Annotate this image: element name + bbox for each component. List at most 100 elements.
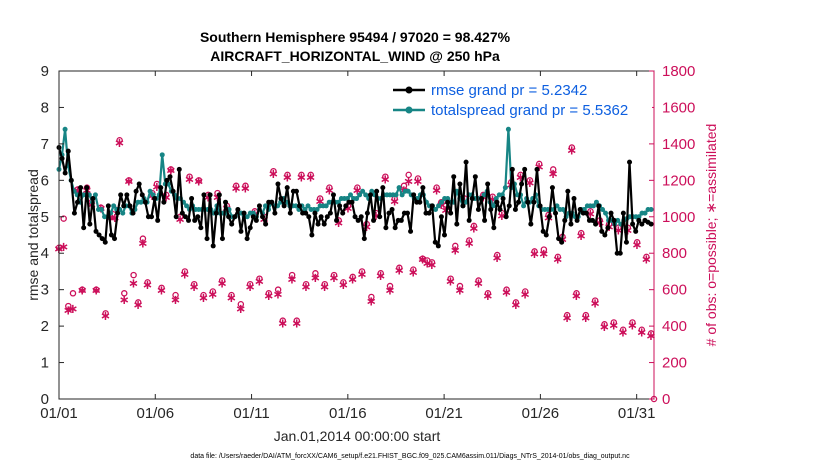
rmse-point	[321, 221, 327, 227]
rmse-point	[503, 214, 509, 220]
obs-possible-point	[521, 288, 529, 295]
obs-assimilated-point: ∗	[68, 302, 79, 317]
chart-subtitle: AIRCRAFT_HORIZONTAL_WIND @ 250 hPa	[210, 48, 500, 64]
rmse-point	[525, 199, 531, 205]
rmse-point	[432, 239, 438, 245]
obs-assimilated-point: ∗	[646, 329, 657, 344]
obs-assimilated-point: ∗	[142, 278, 153, 293]
obs-assimilated-point: ∗	[496, 209, 507, 224]
rmse-point	[139, 192, 145, 198]
obs-assimilated-point: ∗	[310, 271, 321, 286]
obs-assimilated-point: ∗	[371, 209, 382, 224]
series-layer	[56, 126, 654, 256]
obs-possible-point	[433, 184, 440, 191]
obs-possible-point	[396, 264, 403, 272]
rmse-point	[522, 166, 528, 172]
obs-possible-point	[65, 302, 72, 310]
plot-area	[59, 71, 654, 399]
spread-point	[250, 210, 256, 216]
obs-assimilated-point: ∗	[296, 171, 307, 186]
obs-possible-point	[601, 321, 608, 328]
rmse-point	[506, 203, 512, 209]
rmse-point	[142, 199, 148, 205]
rmse-point	[352, 214, 358, 220]
rmse-point	[349, 199, 355, 205]
y-tick-label: 4	[41, 245, 49, 262]
obs-possible-point	[577, 229, 585, 237]
rmse-point	[115, 210, 121, 216]
obs-possible-point	[312, 270, 319, 277]
obs-possible-point	[139, 235, 147, 242]
obs-assimilated-point: ∗	[287, 273, 298, 288]
rmse-point	[608, 210, 614, 216]
obs-possible-point	[121, 290, 128, 297]
rmse-point	[272, 210, 278, 216]
rmse-point	[247, 225, 253, 231]
x-tick-label: 01/21	[425, 405, 463, 422]
obs-assimilated-point: ∗	[277, 316, 288, 331]
rmse-point	[605, 225, 611, 231]
spread-point	[99, 206, 105, 212]
x-tick-label: 01/31	[618, 405, 656, 422]
y2-tick-label: 1400	[662, 136, 695, 153]
rmse-point	[599, 228, 605, 234]
rmse-point	[386, 210, 392, 216]
obs-possible-point	[256, 275, 263, 282]
obs-assimilated-point: ∗	[184, 173, 195, 188]
obs-possible-point	[265, 290, 273, 297]
rmse-point	[327, 210, 333, 216]
rmse-point	[263, 221, 269, 227]
obs-possible-point	[218, 277, 226, 284]
spread-point	[393, 192, 399, 198]
rmse-point	[158, 185, 164, 191]
rmse-point	[590, 217, 596, 223]
obs-assimilated-point: ∗	[235, 302, 246, 317]
obs-possible-point	[284, 171, 291, 179]
rmse-point	[562, 217, 568, 223]
obs-assimilated-point: ∗	[175, 213, 186, 228]
rmse-point	[201, 192, 207, 198]
obs-assimilated-point: ∗	[212, 191, 223, 206]
y2-tick-label: 1800	[662, 63, 695, 80]
x-tick-label: 01/11	[233, 405, 269, 422]
rmse-point	[466, 217, 472, 223]
y-tick-label: 3	[41, 282, 49, 299]
rmse-point	[627, 159, 633, 165]
spread-point	[120, 210, 126, 216]
rmse-point	[297, 203, 303, 209]
obs-possible-point	[130, 271, 137, 279]
spread-point	[560, 206, 566, 212]
obs-assimilated-point: ∗	[109, 211, 120, 226]
obs-possible-point	[186, 173, 193, 180]
y-tick-label: 6	[41, 172, 49, 189]
obs-possible-point	[69, 290, 77, 297]
obs-possible-point	[237, 300, 245, 308]
obs-assimilated-point: ∗	[263, 289, 274, 304]
rmse-point	[374, 188, 380, 194]
obs-assimilated-point: ∗	[427, 258, 438, 273]
obs-assimilated-point: ∗	[240, 182, 251, 197]
obs-possible-point	[326, 184, 333, 191]
obs-possible-point	[428, 259, 436, 266]
rmse-point	[96, 232, 102, 238]
y-tick-label: 1	[41, 355, 49, 372]
rmse-point	[90, 196, 96, 202]
rmse-point	[519, 181, 525, 187]
rmse-point	[133, 188, 139, 194]
rmse-point	[216, 192, 222, 198]
rmse-point	[130, 210, 136, 216]
rmse-point	[528, 221, 534, 227]
obs-possible-point	[629, 319, 636, 326]
obs-assimilated-point: ∗	[161, 191, 172, 206]
obs-assimilated-point: ∗	[72, 183, 83, 198]
obs-assimilated-point: ∗	[338, 278, 349, 293]
obs-possible-point	[633, 239, 641, 246]
spread-point	[111, 203, 117, 209]
obs-assimilated-point: ∗	[198, 291, 209, 306]
obs-possible-point	[466, 237, 473, 244]
legend-rmse-marker	[405, 86, 413, 94]
rmse-point	[364, 210, 370, 216]
obs-assimilated-point: ∗	[217, 276, 228, 291]
rmse-point	[167, 174, 173, 180]
obs-assimilated-point: ∗	[193, 174, 204, 189]
